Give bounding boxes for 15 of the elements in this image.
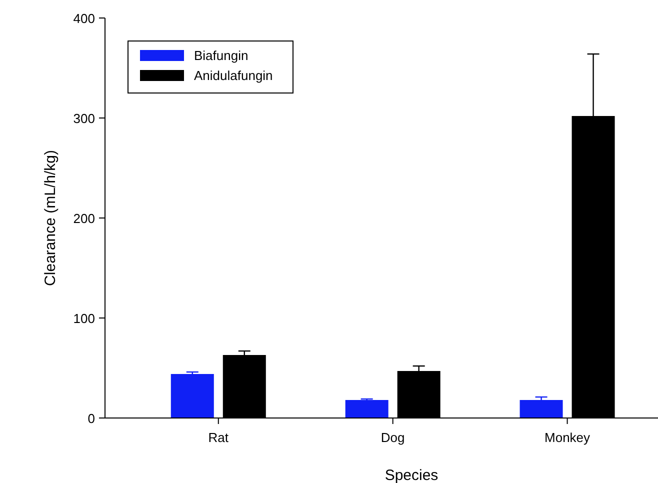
y-axis-title: Clearance (mL/h/kg) <box>42 150 59 286</box>
y-tick-label: 100 <box>73 311 95 326</box>
y-tick-label: 0 <box>88 411 95 426</box>
x-tick-label: Rat <box>208 430 229 445</box>
bar <box>170 374 214 418</box>
x-tick-label: Dog <box>380 430 405 445</box>
bar <box>520 400 563 418</box>
legend-label: Biafungin <box>194 48 248 63</box>
bar <box>345 400 388 418</box>
y-tick-label: 200 <box>73 211 95 226</box>
x-tick-label: Monkey <box>544 430 591 445</box>
y-tick-label: 400 <box>73 11 95 26</box>
y-tick-label: 300 <box>73 111 95 126</box>
x-axis-title: Species <box>384 467 438 483</box>
legend-label: Anidulafungin <box>194 68 273 83</box>
